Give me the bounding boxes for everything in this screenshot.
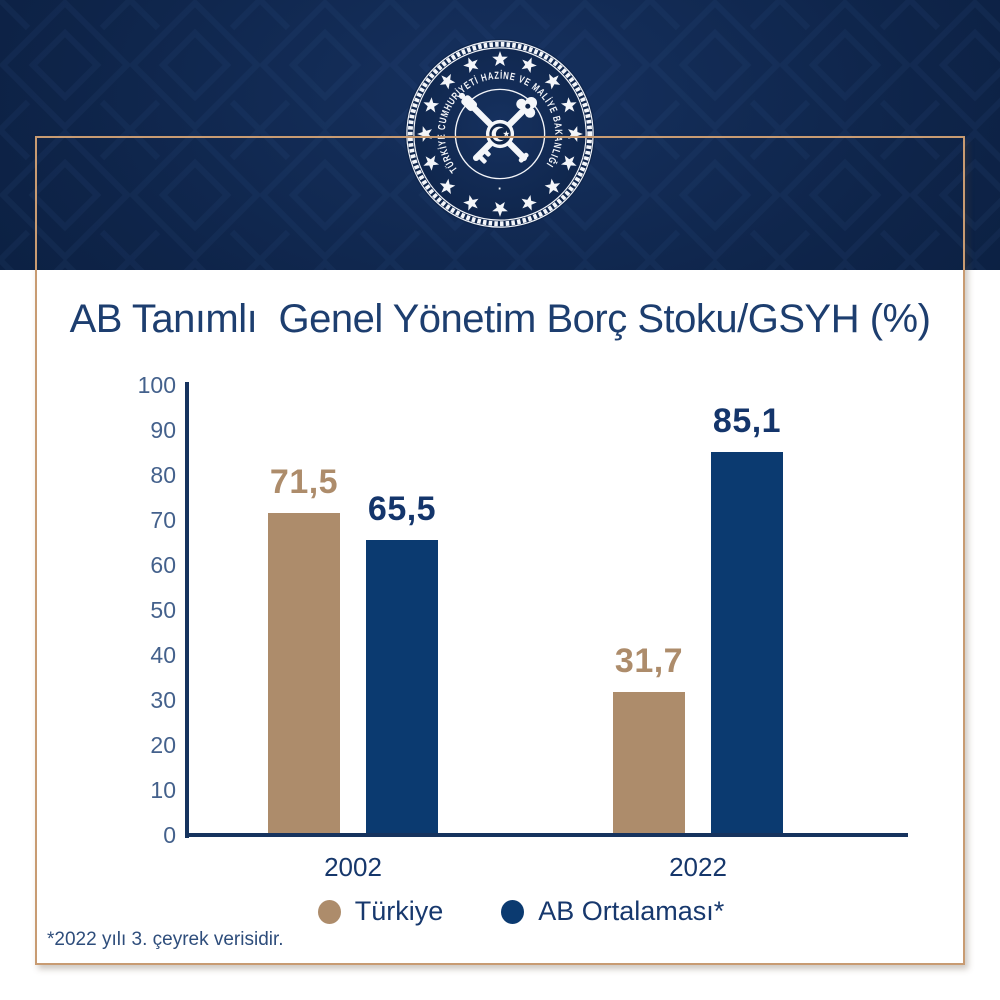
y-axis-tick-label: 80 (150, 462, 176, 488)
y-axis-tick-label: 50 (150, 597, 176, 623)
header-banner: TÜRKİYE CUMHURİYETİ HAZİNE VE MALİYE BAK… (0, 0, 1000, 270)
y-axis-tick-label: 20 (150, 732, 176, 758)
y-axis-tick-label: 100 (137, 372, 176, 398)
legend-color-dot (317, 899, 341, 924)
bar-value-label: 31,7 (614, 642, 684, 681)
x-axis-category-label: 2022 (669, 852, 727, 882)
legend-color-dot (501, 899, 525, 924)
legend-item-t-rkiye: Türkiye (317, 896, 444, 927)
legend-item-ab-ortalamas-: AB Ortalaması* (501, 896, 724, 927)
x-axis-line (185, 833, 908, 837)
bar-t-rkiye-2002 (268, 513, 340, 835)
bar-t-rkiye-2022 (613, 692, 685, 835)
footnote: *2022 yılı 3. çeyrek verisidir. (47, 929, 284, 950)
bar-value-label: 85,1 (712, 402, 782, 441)
y-axis-line (185, 382, 189, 838)
chart-legend: Türkiye AB Ortalaması* (21, 896, 1000, 927)
y-axis-tick-label: 30 (150, 687, 176, 713)
crossed-key-and-torch (458, 92, 538, 164)
y-axis-tick-label: 70 (150, 507, 176, 533)
y-axis-tick-label: 10 (150, 777, 176, 803)
y-axis-tick-label: 90 (150, 417, 176, 443)
bar-ab-ortalamas--2002 (366, 540, 438, 835)
content-frame-border (35, 136, 965, 965)
y-axis-tick-label: 0 (163, 822, 176, 848)
chart-title: AB Tanımlı Genel Yönetim Borç Stoku/GSYH… (69, 297, 931, 341)
legend-label: Türkiye (354, 896, 444, 926)
y-axis-tick-label: 60 (150, 552, 176, 578)
y-axis-tick-label: 40 (150, 642, 176, 668)
bar-ab-ortalamas--2022 (711, 452, 783, 835)
emblem-bottom-dot: · (498, 182, 502, 196)
legend-label: AB Ortalaması* (538, 896, 725, 926)
rope-ring (407, 41, 593, 227)
bar-value-label: 65,5 (367, 490, 437, 529)
ministry-emblem: TÜRKİYE CUMHURİYETİ HAZİNE VE MALİYE BAK… (404, 38, 596, 230)
x-axis-category-label: 2002 (324, 852, 382, 882)
bar-value-label: 71,5 (269, 463, 339, 502)
